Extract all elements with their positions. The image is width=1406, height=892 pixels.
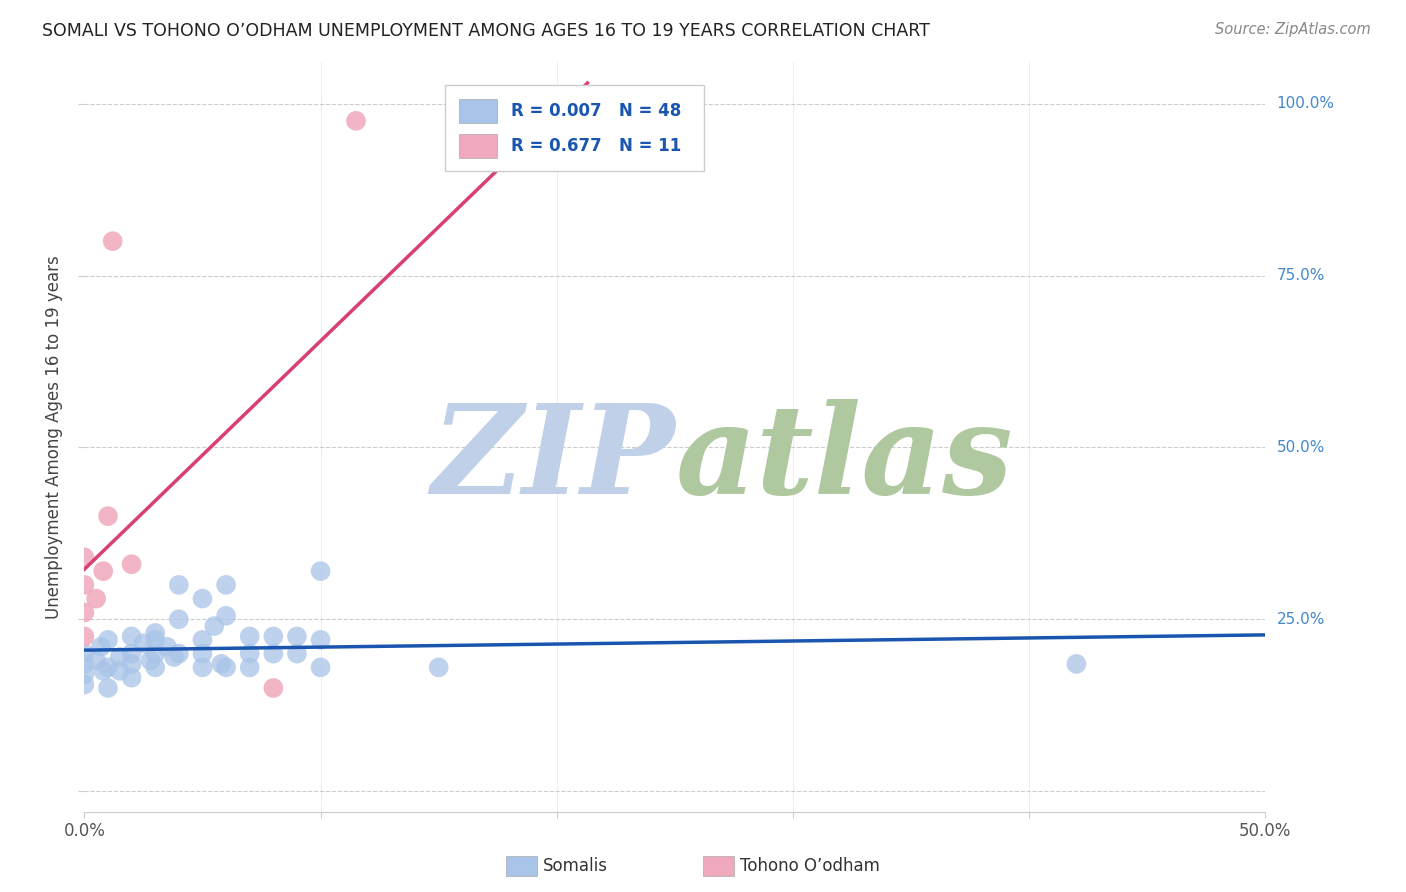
Text: Tohono O’odham: Tohono O’odham	[740, 857, 879, 875]
Point	[167, 612, 190, 626]
Text: 100.0%: 100.0%	[1277, 96, 1334, 112]
Point	[202, 619, 225, 633]
Point	[73, 606, 96, 620]
Text: atlas: atlas	[675, 399, 1012, 520]
Point	[167, 578, 190, 592]
Point	[262, 681, 284, 695]
FancyBboxPatch shape	[458, 99, 496, 123]
Point	[143, 632, 166, 647]
Text: 50.0%: 50.0%	[1277, 440, 1324, 455]
Point	[239, 629, 262, 643]
Point	[191, 591, 214, 606]
Point	[215, 578, 238, 592]
FancyBboxPatch shape	[458, 135, 496, 159]
Point	[309, 632, 332, 647]
Point	[262, 629, 284, 643]
FancyBboxPatch shape	[444, 85, 704, 171]
Text: Source: ZipAtlas.com: Source: ZipAtlas.com	[1215, 22, 1371, 37]
Point	[143, 660, 166, 674]
Point	[215, 608, 238, 623]
Point	[239, 647, 262, 661]
Point	[91, 664, 114, 678]
Point	[215, 660, 238, 674]
Point	[90, 640, 112, 654]
Point	[163, 650, 186, 665]
Point	[344, 114, 367, 128]
Point	[84, 653, 107, 667]
Point	[156, 640, 179, 654]
Point	[1066, 657, 1088, 671]
Point	[73, 647, 96, 661]
Text: R = 0.007   N = 48: R = 0.007 N = 48	[510, 103, 681, 120]
Point	[73, 578, 96, 592]
Point	[139, 653, 162, 667]
Point	[143, 626, 166, 640]
Text: 25.0%: 25.0%	[1277, 612, 1324, 627]
Point	[73, 629, 96, 643]
Point	[97, 681, 120, 695]
Point	[191, 660, 214, 674]
Point	[309, 660, 332, 674]
Point	[209, 657, 232, 671]
Point	[121, 558, 143, 572]
Text: Somalis: Somalis	[543, 857, 607, 875]
Point	[121, 647, 143, 661]
Point	[121, 657, 143, 671]
Point	[309, 564, 332, 578]
Text: SOMALI VS TOHONO O’ODHAM UNEMPLOYMENT AMONG AGES 16 TO 19 YEARS CORRELATION CHAR: SOMALI VS TOHONO O’ODHAM UNEMPLOYMENT AM…	[42, 22, 929, 40]
Y-axis label: Unemployment Among Ages 16 to 19 years: Unemployment Among Ages 16 to 19 years	[45, 255, 63, 619]
Point	[108, 664, 131, 678]
Point	[91, 564, 114, 578]
Point	[101, 234, 124, 248]
Point	[143, 647, 166, 661]
Point	[73, 550, 96, 565]
Point	[73, 667, 96, 681]
Point	[121, 671, 143, 685]
Point	[73, 657, 96, 671]
Point	[191, 647, 214, 661]
Text: R = 0.677   N = 11: R = 0.677 N = 11	[510, 137, 681, 155]
Point	[285, 629, 308, 643]
Text: 75.0%: 75.0%	[1277, 268, 1324, 283]
Point	[132, 636, 155, 650]
Point	[108, 650, 131, 665]
Point	[239, 660, 262, 674]
Point	[73, 677, 96, 691]
Point	[84, 591, 107, 606]
Point	[167, 647, 190, 661]
Point	[427, 660, 450, 674]
Point	[191, 632, 214, 647]
Point	[97, 632, 120, 647]
Point	[285, 647, 308, 661]
Point	[262, 647, 284, 661]
Text: ZIP: ZIP	[432, 399, 675, 520]
Point	[97, 509, 120, 524]
Point	[97, 660, 120, 674]
Point	[121, 629, 143, 643]
